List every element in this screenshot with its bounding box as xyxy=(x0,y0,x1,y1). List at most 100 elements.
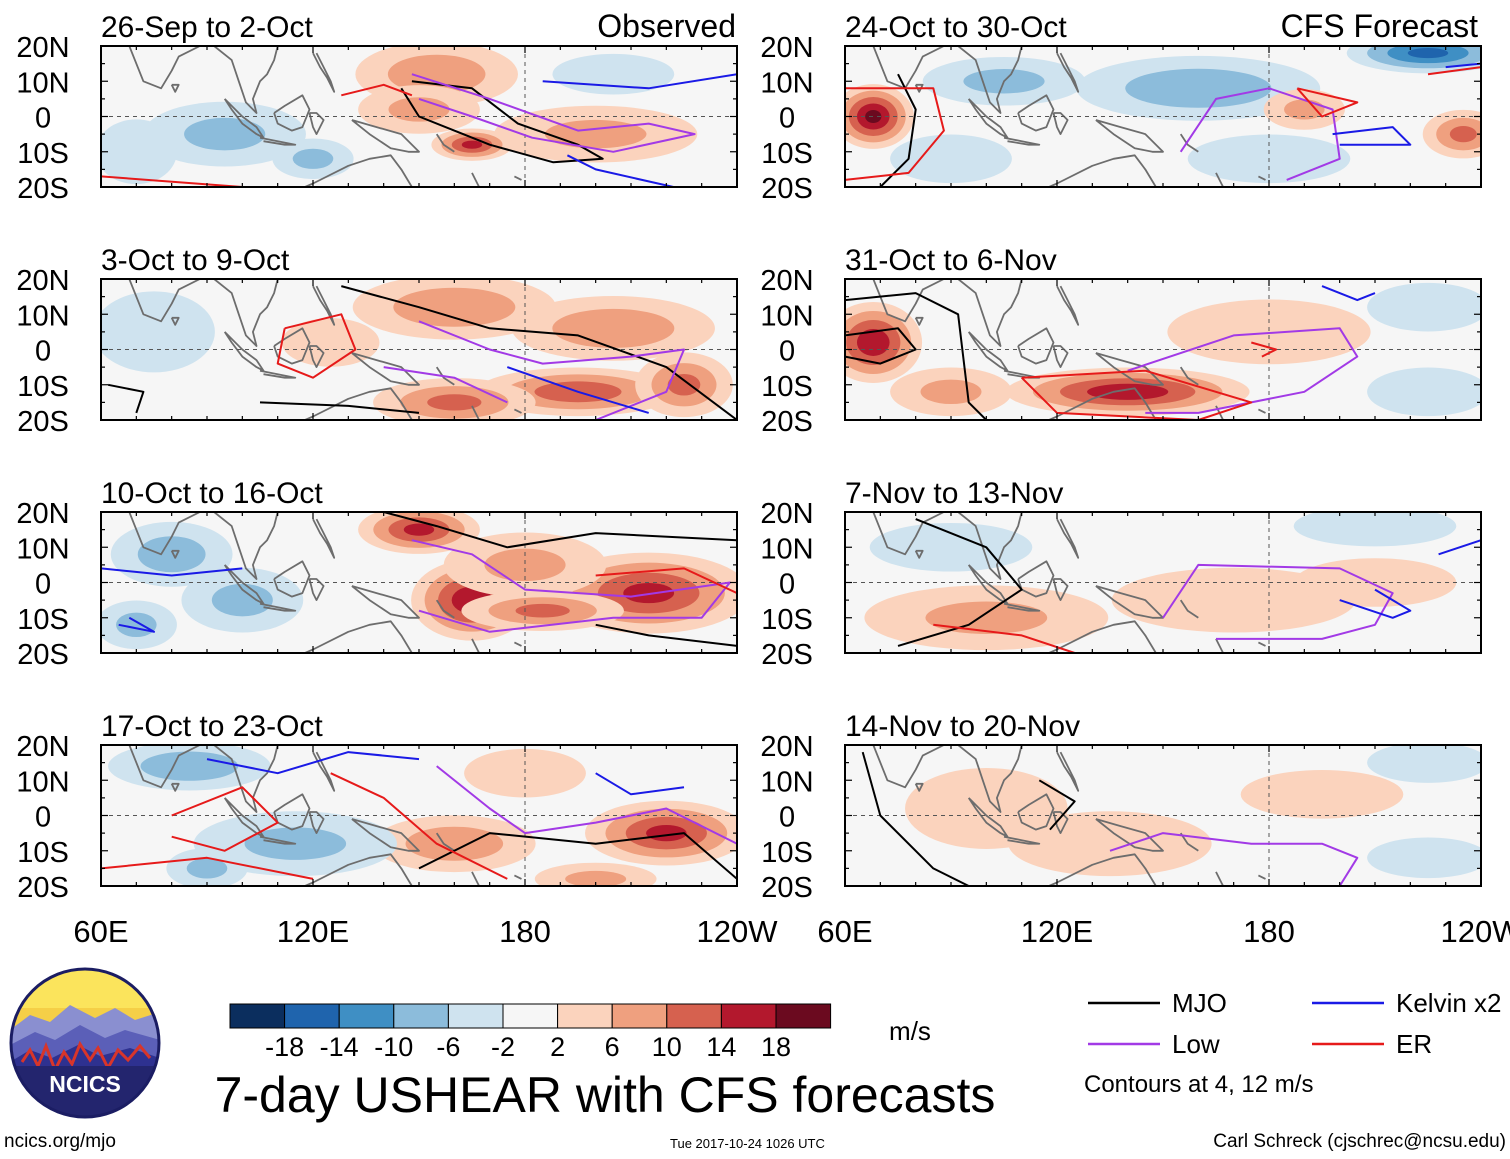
coastline xyxy=(223,797,265,838)
coastline xyxy=(435,133,455,153)
legend-label: Kelvin x2 xyxy=(1396,988,1502,1018)
y-tick-label: 20S xyxy=(17,639,69,671)
coastline xyxy=(1046,154,1158,187)
y-tick-label: 20N xyxy=(760,265,813,297)
coastline xyxy=(1258,874,1266,880)
colorbar-swatch xyxy=(393,1003,449,1029)
contour-mjo xyxy=(595,623,737,647)
shear-shading-cell xyxy=(667,373,701,396)
footer-author: Carl Schreck (cjschrec@ncsu.edu) xyxy=(1213,1131,1506,1152)
shear-shading-cell xyxy=(186,858,228,879)
contour-er xyxy=(1296,87,1359,118)
shear-shading-cell xyxy=(925,601,1048,634)
panel-label: 31-Oct to 6-Nov xyxy=(845,244,1057,277)
coastline xyxy=(312,285,336,326)
colorbar-swatch xyxy=(229,1003,286,1029)
coastline xyxy=(273,327,311,365)
coastline xyxy=(128,279,201,323)
x-tick-label: 120E xyxy=(1021,914,1093,949)
shear-shading-cell xyxy=(388,97,450,122)
coastline xyxy=(128,512,201,556)
coastline xyxy=(471,871,480,886)
coastline xyxy=(1095,352,1164,386)
coastline xyxy=(872,745,945,789)
contour-mjo xyxy=(1038,779,1076,831)
logo-text: NCICS xyxy=(49,1071,121,1097)
coastline xyxy=(351,818,420,852)
y-tick-label: 10S xyxy=(761,138,813,170)
coastline xyxy=(312,52,336,93)
coastline xyxy=(1179,599,1199,619)
contour-kelvin-x2 xyxy=(118,616,155,633)
coastline xyxy=(1003,602,1041,612)
coastline xyxy=(259,369,297,379)
y-tick-label: 10S xyxy=(17,837,69,869)
coastline xyxy=(872,46,945,90)
x-tick-label: 120E xyxy=(277,914,349,949)
colorbar-swatch xyxy=(502,1003,559,1029)
coastline xyxy=(259,136,297,146)
column-label-observed: Observed xyxy=(597,8,736,44)
coastline xyxy=(1003,835,1041,845)
coastline xyxy=(1095,119,1164,153)
legend-label: MJO xyxy=(1172,988,1227,1018)
y-tick-label: 10N xyxy=(760,533,813,565)
y-tick-label: 10S xyxy=(761,371,813,403)
coastline xyxy=(1258,175,1266,181)
coastline xyxy=(1052,112,1069,135)
shear-shading-cell xyxy=(865,110,882,123)
coastline xyxy=(435,599,455,619)
y-tick-label: 20N xyxy=(16,731,69,763)
coastline xyxy=(1056,751,1080,792)
shear-shading-cell xyxy=(1367,837,1481,879)
contour-low xyxy=(1162,563,1394,640)
coastline xyxy=(312,751,336,792)
contour-mjo xyxy=(107,383,145,414)
coastline xyxy=(308,112,325,135)
panel-label: 3-Oct to 9-Oct xyxy=(101,244,290,277)
shear-shading-cell xyxy=(184,117,266,151)
colorbar-swatch xyxy=(447,1003,504,1029)
coastline xyxy=(302,387,414,420)
contour-er xyxy=(1427,66,1481,76)
coastline xyxy=(213,46,279,114)
coastline xyxy=(914,782,924,792)
contour-kelvin-x2 xyxy=(506,366,649,414)
coastline xyxy=(957,279,1023,347)
y-tick-label: 10N xyxy=(16,300,69,332)
coastline xyxy=(170,316,180,326)
x-tick-label: 180 xyxy=(499,914,551,949)
contour-er xyxy=(101,175,243,187)
panel-label: 10-Oct to 16-Oct xyxy=(101,477,323,510)
colorbar-swatch xyxy=(284,1003,340,1029)
coastline xyxy=(1056,518,1080,559)
coastline xyxy=(213,279,279,347)
y-tick-label: 10N xyxy=(16,766,69,798)
legend-note: Contours at 4, 12 m/s xyxy=(1084,1071,1313,1098)
shear-shading-cell xyxy=(920,379,982,404)
coastline xyxy=(223,564,265,605)
coastline xyxy=(967,331,1009,372)
contour-er xyxy=(171,786,279,852)
shear-shading-cell xyxy=(1407,47,1449,59)
y-tick-label: 10N xyxy=(16,533,69,565)
shear-shading-cell xyxy=(101,291,215,373)
shear-shading-cell xyxy=(211,583,273,617)
colorbar-label: -18 xyxy=(265,1032,304,1062)
y-tick-label: 10S xyxy=(761,604,813,636)
coastline xyxy=(1215,172,1224,187)
coastline xyxy=(1052,578,1069,601)
colorbar-swatch xyxy=(611,1003,668,1029)
colorbar-label: 10 xyxy=(652,1032,682,1062)
contour-kelvin-x2 xyxy=(1321,285,1376,302)
shear-shading-cell xyxy=(387,54,486,94)
coastline xyxy=(351,352,420,386)
contour-er xyxy=(101,856,314,880)
coastline xyxy=(223,331,265,372)
contour-mjo xyxy=(861,751,970,886)
coastline xyxy=(1215,638,1224,653)
